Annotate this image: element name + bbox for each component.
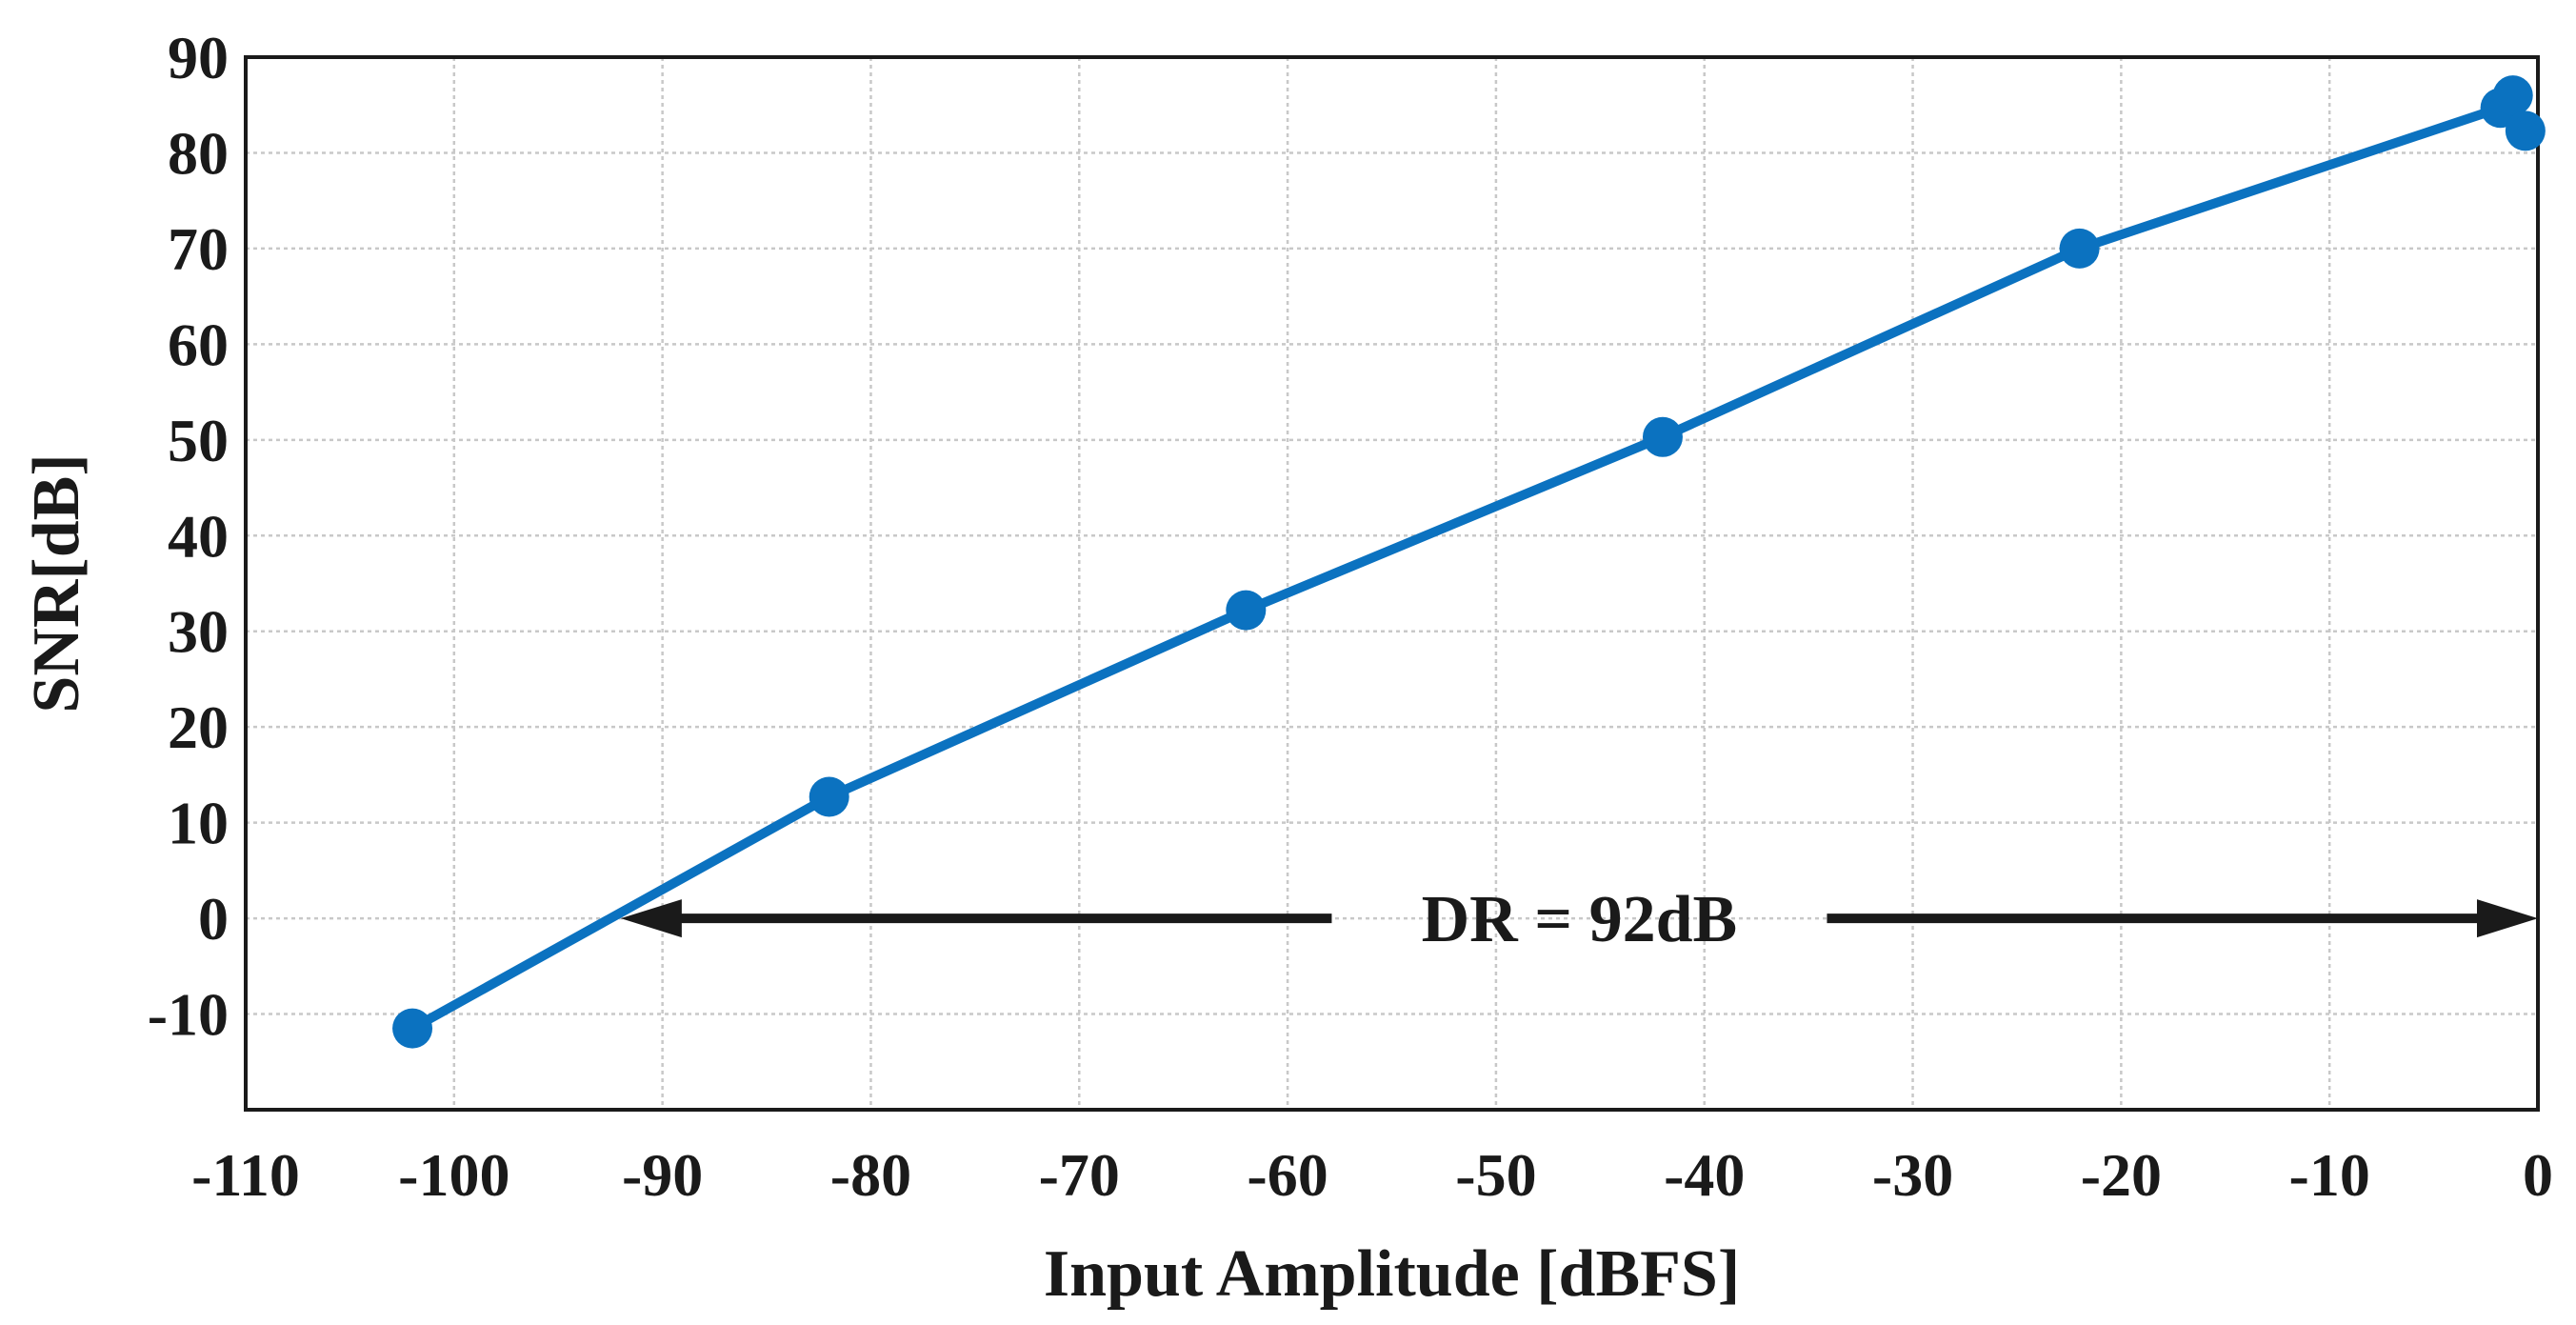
x-tick-label: -100 <box>398 1141 509 1209</box>
x-tick-label: -80 <box>830 1141 911 1209</box>
data-point <box>392 1008 433 1049</box>
y-tick-label: 40 <box>168 502 229 570</box>
y-tick-label: 50 <box>168 407 229 474</box>
y-tick-label: 70 <box>168 215 229 283</box>
y-tick-label: 30 <box>168 598 229 666</box>
x-tick-label: -110 <box>191 1141 300 1209</box>
x-tick-label: -10 <box>2289 1141 2370 1209</box>
x-tick-label: -40 <box>1664 1141 1745 1209</box>
dynamic-range-annotation: DR = 92dB <box>620 883 2538 956</box>
data-point <box>1226 590 1267 631</box>
y-tick-label: -10 <box>148 981 229 1049</box>
dr-label: DR = 92dB <box>1422 883 1738 956</box>
data-point <box>2059 228 2100 269</box>
data-point <box>2492 75 2533 116</box>
y-tick-label: 0 <box>198 885 229 953</box>
x-tick-label: -20 <box>2081 1141 2162 1209</box>
x-tick-label: -30 <box>1872 1141 1953 1209</box>
y-tick-labels: -10 0 10 20 30 40 50 60 70 80 90 <box>148 24 229 1049</box>
y-tick-label: 80 <box>168 119 229 187</box>
y-axis-label: SNR[dB] <box>20 453 93 713</box>
x-axis-label: Input Amplitude [dBFS] <box>1044 1237 1740 1311</box>
x-tick-label: -70 <box>1039 1141 1120 1209</box>
dr-arrowhead-left <box>620 899 682 938</box>
y-tick-label: 60 <box>168 311 229 378</box>
data-point <box>2505 110 2546 151</box>
plot-frame <box>244 55 2540 1112</box>
y-tick-label: 20 <box>168 693 229 761</box>
data-point <box>1642 416 1683 457</box>
x-tick-labels: -110 -100 -90 -80 -70 -60 -50 -40 -30 -20 -10 0 <box>191 1141 2553 1209</box>
x-tick-label: 0 <box>2523 1141 2553 1209</box>
y-tick-label: 90 <box>168 24 229 91</box>
x-tick-label: -60 <box>1247 1141 1328 1209</box>
data-series <box>392 75 2546 1049</box>
x-tick-label: -90 <box>622 1141 703 1209</box>
dr-arrowhead-right <box>2477 899 2538 938</box>
data-point <box>809 776 849 817</box>
x-tick-label: -50 <box>1455 1141 1536 1209</box>
y-tick-label: 10 <box>168 790 229 857</box>
